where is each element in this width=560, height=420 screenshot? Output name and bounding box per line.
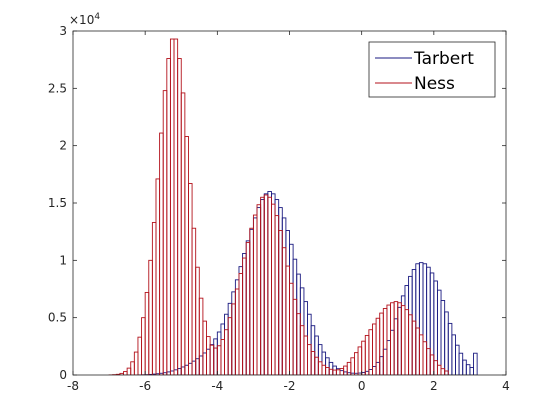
legend-box <box>368 41 496 98</box>
x-tick-label: -8 <box>67 379 79 393</box>
x-tick-label: 4 <box>502 379 510 393</box>
x-axis: -8 -6 -4 -2 0 2 4 <box>67 31 510 393</box>
legend: Tarbert Ness <box>368 41 496 98</box>
x-tick-label: -6 <box>139 379 151 393</box>
legend-label-tarbert: Tarbert <box>413 49 474 69</box>
x-tick-label: -4 <box>211 379 223 393</box>
y-exponent-base: ×10 <box>69 13 94 27</box>
y-tick-label: 0.5 <box>48 311 67 325</box>
y-tick-label: 1.5 <box>48 196 67 210</box>
y-exponent-power: 4 <box>94 12 100 22</box>
x-tick-label: -2 <box>284 379 296 393</box>
legend-label-ness: Ness <box>414 74 455 94</box>
y-tick-label: 2 <box>59 139 67 153</box>
y-tick-label: 2.5 <box>48 81 67 95</box>
y-tick-label: 0 <box>59 368 67 382</box>
y-tick-label: 3 <box>59 24 67 38</box>
x-tick-label: 0 <box>358 379 366 393</box>
x-tick-label: 2 <box>430 379 438 393</box>
y-axis-exponent: ×104 <box>69 12 100 27</box>
y-tick-label: 1 <box>59 253 67 267</box>
y-axis: 0 0.5 1 1.5 2 2.5 3 <box>48 24 506 382</box>
